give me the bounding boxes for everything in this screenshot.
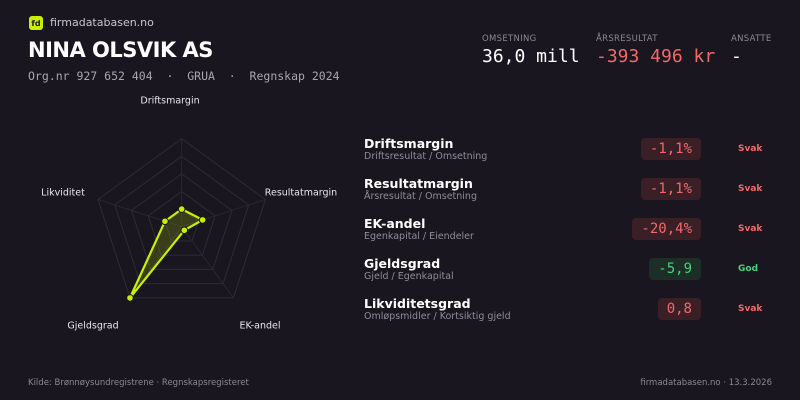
metric-name: Driftsmargin bbox=[364, 136, 454, 151]
radar-label-likviditet: Likviditet bbox=[41, 187, 85, 199]
metric-value: -20,4% bbox=[632, 218, 701, 240]
radar-spoke bbox=[181, 226, 234, 299]
metric-name: Gjeldsgrad bbox=[364, 256, 441, 271]
metric-formula: Driftsresultat / Omsetning bbox=[364, 151, 488, 162]
radar-ring bbox=[114, 155, 250, 285]
metric-value: -5,9 bbox=[649, 258, 701, 280]
radar-spoke bbox=[181, 199, 266, 228]
kpi-value-result: -393 496 kr bbox=[596, 46, 716, 67]
metric-status: Svak bbox=[738, 224, 763, 234]
metric-formula: Gjeld / Egenkapital bbox=[364, 271, 454, 282]
metric-formula: Årsresultat / Omsetning bbox=[364, 191, 477, 202]
kpi-label-revenue: OMSETNING bbox=[482, 34, 537, 44]
metric-value: -1,1% bbox=[640, 138, 701, 160]
company-name: NINA OLSVIK AS bbox=[28, 38, 213, 62]
footer-source: Kilde: Brønnøysundregistrene · Regnskaps… bbox=[28, 378, 249, 388]
metric-value: -1,1% bbox=[640, 178, 701, 200]
metric-status: Svak bbox=[738, 184, 763, 194]
radar-point-likviditet bbox=[161, 217, 169, 226]
metric-formula: Egenkapital / Eiendeler bbox=[364, 231, 474, 242]
logo-icon: fd bbox=[29, 16, 43, 30]
metric-formula: Omløpsmidler / Kortsiktig gjeld bbox=[364, 311, 511, 322]
metric-name: EK-andel bbox=[364, 216, 426, 231]
kpi-label-result: ÅRSRESULTAT bbox=[596, 34, 658, 44]
metric-value: 0,8 bbox=[657, 298, 701, 320]
radar-point-gjeldsgrad bbox=[126, 294, 134, 302]
radar-ring bbox=[97, 138, 266, 299]
radar-label-resultatmargin: Resultatmargin bbox=[264, 187, 338, 199]
company-subtitle: Org.nr 927 652 404 · GRUA · Regnskap 202… bbox=[28, 69, 340, 83]
metric-name: Resultatmargin bbox=[364, 176, 473, 191]
radar-point-ek-andel bbox=[180, 226, 189, 235]
radar-ring bbox=[130, 173, 233, 270]
metric-status: Svak bbox=[738, 144, 763, 154]
radar-label-ek-andel: EK-andel bbox=[239, 320, 281, 332]
metric-status: God bbox=[738, 264, 759, 274]
radar-ring bbox=[147, 190, 216, 256]
kpi-value-revenue: 36,0 mill bbox=[482, 46, 580, 67]
radar-label-driftsmargin: Driftsmargin bbox=[140, 95, 200, 107]
radar-point-driftsmargin bbox=[177, 205, 186, 213]
metric-status: Svak bbox=[738, 304, 763, 314]
radar-chart bbox=[97, 138, 266, 302]
radar-point-resultatmargin bbox=[198, 216, 207, 224]
brand-name[interactable]: firmadatabasen.no bbox=[50, 16, 154, 29]
radar-label-gjeldsgrad: Gjeldsgrad bbox=[67, 320, 119, 332]
metric-name: Likviditetsgrad bbox=[364, 296, 471, 311]
kpi-label-employees: ANSATTE bbox=[731, 34, 772, 44]
kpi-value-employees: - bbox=[731, 46, 742, 67]
footer-site[interactable]: firmadatabasen.no · 13.3.2026 bbox=[640, 378, 772, 388]
